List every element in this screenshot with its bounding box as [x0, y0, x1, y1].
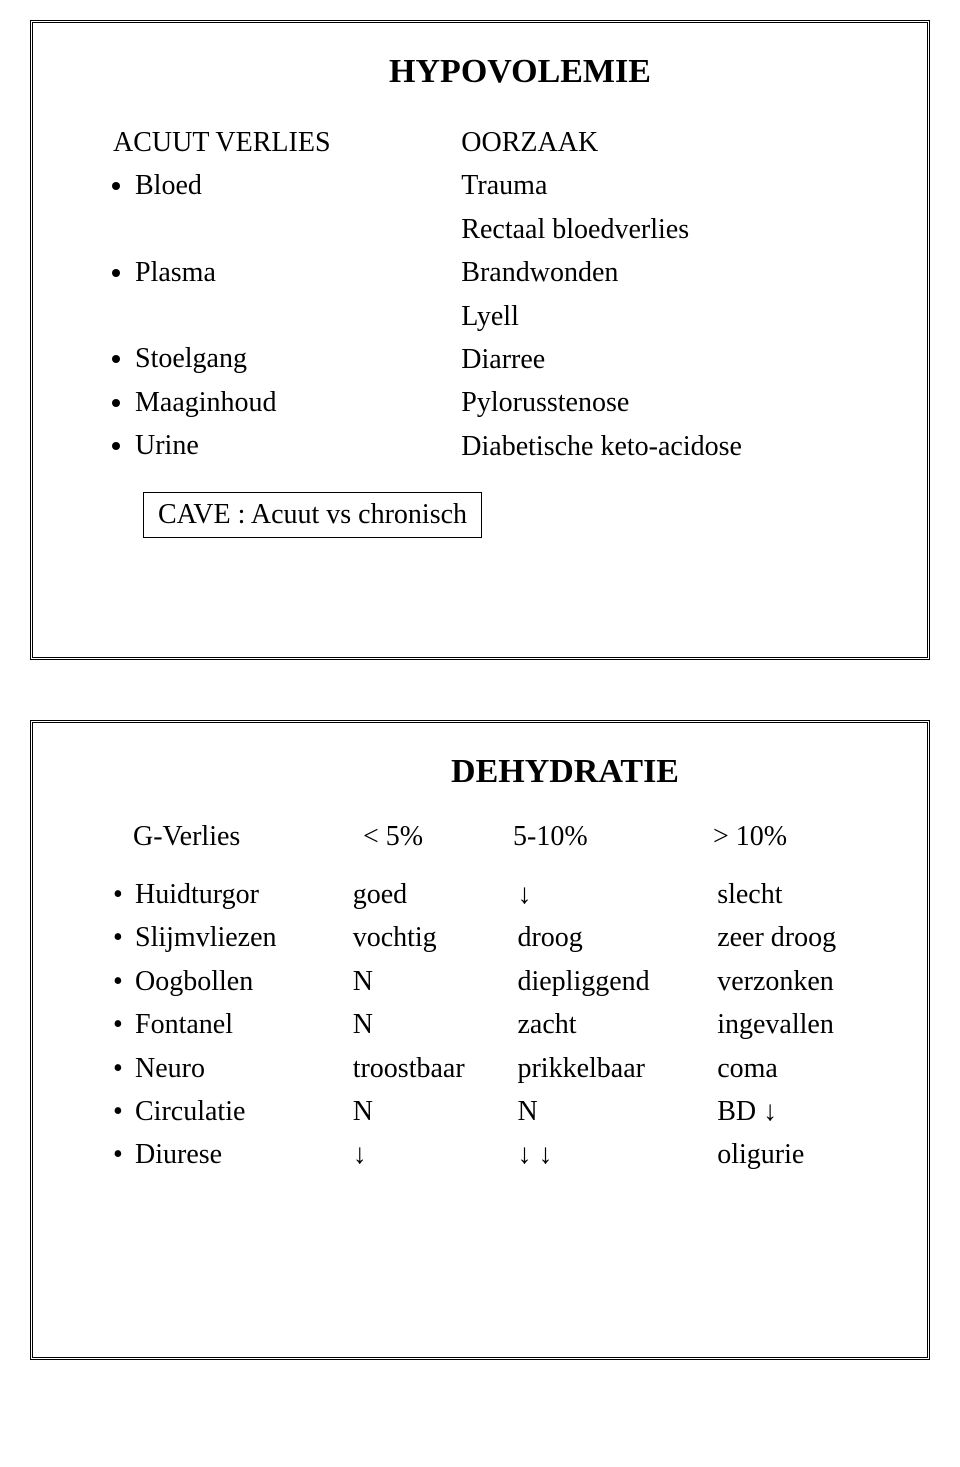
value-text: Lyell	[461, 295, 887, 338]
cell: verzonken	[717, 960, 887, 1003]
value-text: Diarree	[461, 338, 887, 381]
table-row: •Neuro troostbaar prikkelbaar coma	[113, 1047, 887, 1090]
cell: N	[353, 1003, 518, 1046]
value-text: Trauma	[461, 164, 887, 207]
table-row: •Huidturgor goed ↓ slecht	[113, 873, 887, 916]
cell: BD ↓	[717, 1090, 887, 1133]
cell: diepliggend	[517, 960, 717, 1003]
header-c2: 5-10%	[513, 821, 713, 853]
cell: slecht	[717, 873, 887, 916]
slide1-right-header: OORZAAK	[461, 121, 887, 164]
slide2-table: •Huidturgor goed ↓ slecht •Slijmvliezen …	[73, 873, 887, 1177]
row-label: Circulatie	[135, 1090, 245, 1133]
slide2-header-row: G-Verlies < 5% 5-10% > 10%	[73, 821, 887, 853]
table-row: •Slijmvliezen vochtig droog zeer droog	[113, 916, 887, 959]
header-c1: < 5%	[363, 821, 513, 853]
cell: N	[353, 960, 518, 1003]
table-row: •Oogbollen N diepliggend verzonken	[113, 960, 887, 1003]
slide1-left-header: ACUUT VERLIES	[113, 121, 461, 164]
value-text: Diabetische keto-acidose	[461, 425, 887, 468]
cell: ↓	[517, 873, 717, 916]
slide1-title: HYPOVOLEMIE	[73, 53, 887, 91]
slide1-columns: ACUUT VERLIES Bloed Plasma Stoelgang Maa…	[73, 121, 887, 468]
row-label: Huidturgor	[135, 873, 259, 916]
table-row: •Circulatie N N BD ↓	[113, 1090, 887, 1133]
row-label: Oogbollen	[135, 960, 253, 1003]
list-item: Plasma	[135, 251, 461, 294]
cell: oligurie	[717, 1133, 887, 1176]
header-label: G-Verlies	[133, 821, 363, 853]
cell: vochtig	[353, 916, 518, 959]
header-c3: > 10%	[713, 821, 883, 853]
list-item: Maaginhoud	[135, 381, 461, 424]
cell: ingevallen	[717, 1003, 887, 1046]
table-row: •Fontanel N zacht ingevallen	[113, 1003, 887, 1046]
cell: prikkelbaar	[517, 1047, 717, 1090]
cell: droog	[517, 916, 717, 959]
list-item: Urine	[135, 424, 461, 467]
value-text: Pylorusstenose	[461, 381, 887, 424]
cave-box: CAVE : Acuut vs chronisch	[143, 492, 482, 538]
slide-hypovolemie: HYPOVOLEMIE ACUUT VERLIES Bloed Plasma S…	[30, 20, 930, 660]
cell: N	[517, 1090, 717, 1133]
table-row: •Diurese ↓ ↓ ↓ oligurie	[113, 1133, 887, 1176]
cell: coma	[717, 1047, 887, 1090]
cell: zeer droog	[717, 916, 887, 959]
row-label: Neuro	[135, 1047, 205, 1090]
row-label: Diurese	[135, 1133, 222, 1176]
list-item: Stoelgang	[135, 337, 461, 380]
row-label: Fontanel	[135, 1003, 233, 1046]
list-item: Bloed	[135, 164, 461, 207]
cell: goed	[353, 873, 518, 916]
row-label: Slijmvliezen	[135, 916, 277, 959]
slide-dehydratie: DEHYDRATIE G-Verlies < 5% 5-10% > 10% •H…	[30, 720, 930, 1360]
cell: N	[353, 1090, 518, 1133]
cell: zacht	[517, 1003, 717, 1046]
cell: ↓	[353, 1133, 518, 1176]
cell: ↓ ↓	[517, 1133, 717, 1176]
cell: troostbaar	[353, 1047, 518, 1090]
value-text: Rectaal bloedverlies	[461, 208, 887, 251]
slide1-left-list: Bloed Plasma Stoelgang Maaginhoud Urine	[113, 164, 461, 467]
value-text: Brandwonden	[461, 251, 887, 294]
slide2-title: DEHYDRATIE	[73, 753, 887, 791]
